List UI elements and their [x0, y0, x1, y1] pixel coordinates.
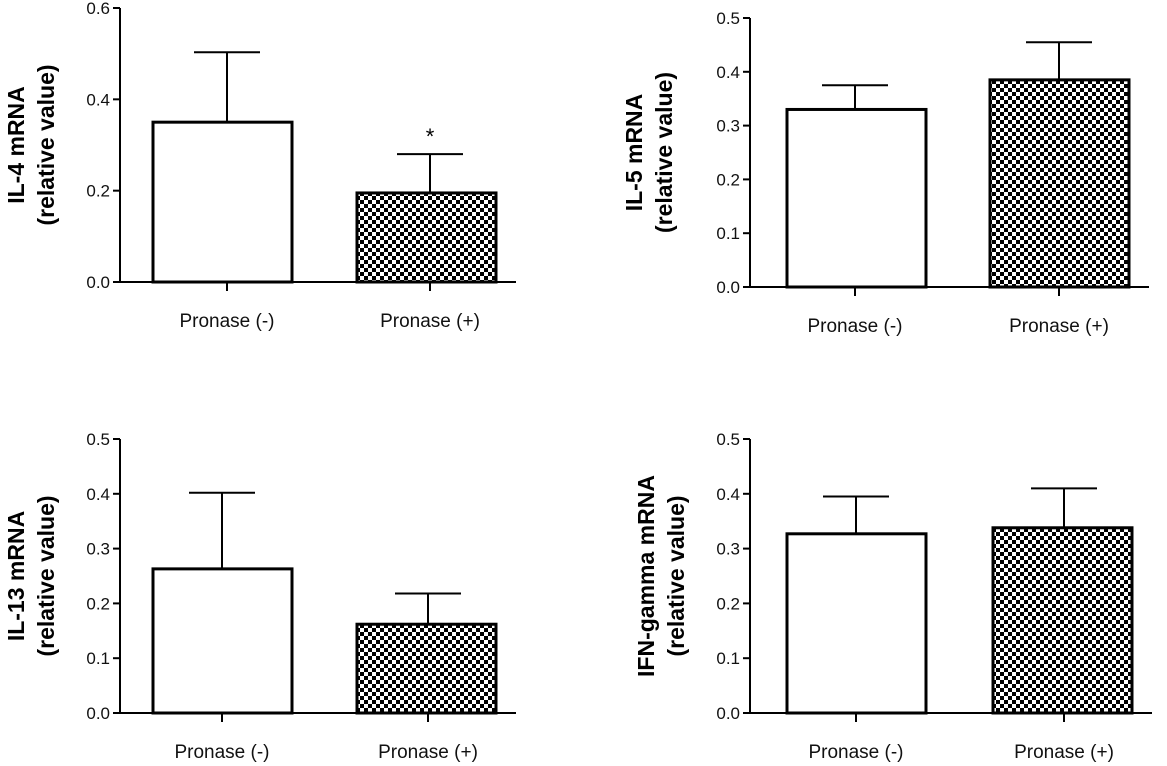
y-axis-title-line-1: IL-13 mRNA: [3, 511, 29, 641]
y-tick-label: 0.4: [86, 90, 110, 109]
y-tick-label: 0.4: [86, 485, 110, 504]
x-category-label: Pronase (-): [174, 742, 269, 763]
y-tick-label: 0.5: [716, 9, 740, 28]
x-category-label: Pronase (+): [380, 311, 480, 332]
y-tick-label: 0.0: [86, 273, 110, 292]
significance-marker: *: [426, 124, 435, 149]
y-tick-label: 0.1: [716, 224, 740, 243]
y-tick-label: 0.0: [86, 704, 110, 723]
y-axis-title-line-2: (relative value): [663, 495, 689, 656]
y-tick-label: 0.2: [86, 594, 110, 613]
bar-pronase-minus: [151, 120, 294, 284]
y-tick-label: 0.1: [86, 649, 110, 668]
bar-pronase-plus: [355, 191, 498, 284]
y-tick-label: 0.4: [716, 485, 740, 504]
y-tick-label: 0.6: [86, 0, 110, 18]
chart-panel-4: 0.0 0.1 0.2 0.3 0.4 0.5 IFN-gamma mRNA (relativ…: [633, 430, 1152, 763]
y-tick-label: 0.3: [716, 540, 740, 559]
y-tick-label: 0.3: [86, 540, 110, 559]
y-tick-label: 0.5: [716, 430, 740, 449]
bar-pronase-plus: [355, 622, 498, 715]
chart-panel-3: 0.0 0.1 0.2 0.3 0.4 0.5 IL-13 mRNA (relative va…: [3, 430, 516, 763]
chart-panel-2: 0.0 0.1 0.2 0.3 0.4 0.5 IL-5 mRNA (relative val…: [621, 9, 1149, 337]
bar-pronase-minus: [785, 532, 928, 715]
y-tick-label: 0.2: [716, 594, 740, 613]
y-tick-label: 0.4: [716, 63, 740, 82]
bar-pronase-plus: [991, 526, 1134, 715]
bar-pronase-plus: [988, 78, 1131, 289]
y-tick-label: 0.3: [716, 117, 740, 136]
y-tick-label: 0.2: [716, 170, 740, 189]
bar-pronase-minus: [785, 107, 928, 289]
y-axis-title-line-2: (relative value): [651, 72, 677, 233]
x-category-label: Pronase (-): [179, 311, 274, 332]
y-tick-label: 0.0: [716, 704, 740, 723]
y-axis-title-line-1: IL-5 mRNA: [621, 94, 647, 212]
y-tick-label: 0.5: [86, 430, 110, 449]
y-axis-title-line-2: (relative value): [33, 495, 59, 656]
y-axis-title-line-2: (relative value): [33, 64, 59, 225]
y-tick-label: 0.1: [716, 649, 740, 668]
y-axis-title-line-1: IFN-gamma mRNA: [633, 475, 659, 677]
x-category-label: Pronase (+): [1014, 742, 1114, 763]
bar-pronase-minus: [151, 567, 294, 715]
x-category-label: Pronase (-): [808, 742, 903, 763]
chart-panel-1: 0.0 0.2 0.4 0.6 IL-4 mRNA (relative value) Pro…: [3, 0, 516, 332]
x-category-label: Pronase (-): [807, 316, 902, 337]
x-category-label: Pronase (+): [1009, 316, 1109, 337]
y-tick-label: 0.0: [716, 278, 740, 297]
y-axis-title-line-1: IL-4 mRNA: [3, 86, 29, 204]
x-category-label: Pronase (+): [378, 742, 478, 763]
y-tick-label: 0.2: [86, 182, 110, 201]
